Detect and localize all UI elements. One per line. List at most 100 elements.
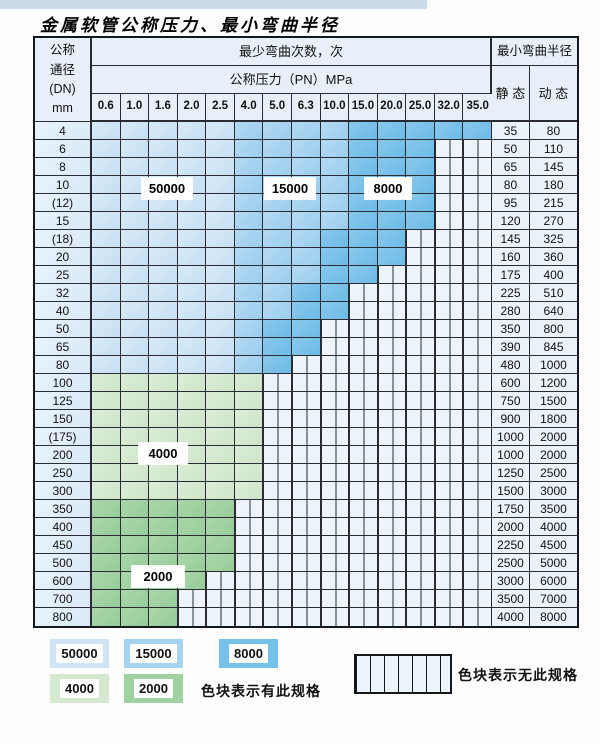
no-spec-cell (349, 572, 378, 590)
static-value: 145 (491, 230, 530, 248)
spec-cell (234, 464, 264, 482)
spec-cell (177, 482, 207, 500)
no-spec-cell (349, 536, 378, 554)
spec-cell (120, 392, 150, 410)
spec-cell (234, 410, 264, 428)
static-value: 225 (491, 284, 530, 302)
static-value: 80 (491, 176, 530, 194)
spec-cell (320, 248, 350, 266)
no-spec-cell (234, 572, 264, 590)
no-spec-cell (206, 590, 235, 608)
no-spec-cell (463, 446, 492, 464)
no-spec-cell (291, 410, 321, 428)
no-spec-cell (463, 374, 492, 392)
spec-cell (377, 212, 407, 230)
no-spec-cell (406, 428, 435, 446)
dynamic-value: 8000 (529, 608, 577, 626)
no-spec-cell (463, 302, 492, 320)
dn-cell: 600 (35, 572, 92, 590)
spec-cell (92, 230, 121, 248)
spec-cell (92, 284, 121, 302)
no-spec-cell (434, 266, 464, 284)
spec-cell (206, 374, 235, 392)
spec-cell (377, 230, 407, 248)
no-spec-cell (406, 590, 435, 608)
no-spec-cell (291, 374, 321, 392)
dynamic-value: 80 (529, 122, 577, 140)
no-spec-cell (463, 338, 492, 356)
spec-cell (120, 590, 150, 608)
spec-cell (234, 356, 264, 374)
no-spec-cell (320, 590, 350, 608)
spec-cell (177, 374, 207, 392)
no-spec-cell (377, 320, 407, 338)
spec-cell (234, 212, 264, 230)
no-spec-cell (434, 536, 464, 554)
spec-cell (263, 284, 292, 302)
spec-cell (177, 122, 207, 140)
spec-cell (291, 158, 321, 176)
no-spec-cell (291, 608, 321, 626)
no-spec-cell (234, 608, 264, 626)
legend-swatch-2000: 2000 (124, 674, 183, 703)
spec-cell (92, 320, 121, 338)
no-spec-cell (206, 572, 235, 590)
no-spec-cell (377, 266, 407, 284)
legend-swatch-8000: 8000 (219, 639, 278, 668)
no-spec-cell (349, 338, 378, 356)
pressure-tick: 35.0 (463, 94, 492, 122)
dn-cell: 65 (35, 338, 92, 356)
dynamic-value: 6000 (529, 572, 577, 590)
spec-cell (320, 230, 350, 248)
spec-cell (177, 554, 207, 572)
no-spec-cell (320, 482, 350, 500)
dn-cell: 350 (35, 500, 92, 518)
dynamic-value: 360 (529, 248, 577, 266)
spec-cell (349, 230, 378, 248)
spec-cell (206, 500, 235, 518)
spec-cell (234, 482, 264, 500)
no-spec-cell (377, 428, 407, 446)
spec-cell (177, 212, 207, 230)
spec-cell (177, 320, 207, 338)
page-title: 金属软管公称压力、最小弯曲半径 (40, 16, 340, 36)
spec-cell (263, 338, 292, 356)
no-spec-cell (263, 428, 292, 446)
no-spec-cell (263, 500, 292, 518)
spec-cell (92, 500, 121, 518)
spec-cell (234, 428, 264, 446)
spec-cell (177, 572, 207, 590)
no-spec-cell (406, 266, 435, 284)
spec-cell (206, 536, 235, 554)
spec-cell (206, 284, 235, 302)
no-spec-cell (291, 464, 321, 482)
spec-cell (406, 212, 435, 230)
no-spec-cell (434, 410, 464, 428)
no-spec-cell (291, 446, 321, 464)
spec-cell (234, 194, 264, 212)
spec-cell (92, 374, 121, 392)
pressure-tick: 5.0 (263, 94, 292, 122)
no-spec-cell (434, 428, 464, 446)
no-spec-cell (263, 410, 292, 428)
spec-cell (149, 140, 178, 158)
dynamic-value: 800 (529, 320, 577, 338)
dynamic-value: 180 (529, 176, 577, 194)
static-value: 1750 (491, 500, 530, 518)
spec-cell (234, 302, 264, 320)
no-spec-cell (349, 482, 378, 500)
no-spec-cell (291, 428, 321, 446)
spec-cell (206, 122, 235, 140)
dynamic-value: 640 (529, 302, 577, 320)
pressure-tick: 4.0 (234, 94, 264, 122)
spec-cell (234, 158, 264, 176)
spec-cell (120, 464, 150, 482)
static-value: 65 (491, 158, 530, 176)
spec-cell (291, 140, 321, 158)
spec-cell (377, 248, 407, 266)
corner-cell-dn: 公称 通径 (DN) mm (35, 38, 92, 122)
no-spec-cell (406, 608, 435, 626)
no-spec-cell (320, 410, 350, 428)
pressure-radius-table: 公称 通径 (DN) mm 最少弯曲次数，次 最小弯曲半径 公称压力（PN）MP… (33, 36, 579, 628)
pn-header: 公称压力（PN）MPa (92, 66, 492, 94)
